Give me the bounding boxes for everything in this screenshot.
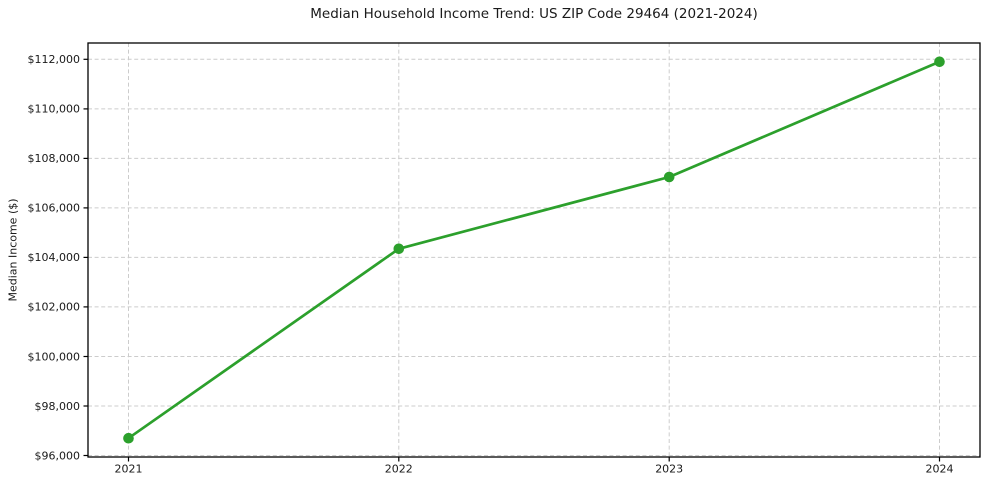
- x-tick-label: 2022: [385, 463, 413, 476]
- y-tick-label: $110,000: [28, 103, 81, 116]
- x-tick-label: 2021: [115, 463, 143, 476]
- data-point-2022: [393, 243, 405, 255]
- data-point-2023: [663, 171, 675, 183]
- y-tick-label: $98,000: [35, 400, 81, 413]
- x-tick-label: 2024: [926, 463, 954, 476]
- y-tick-label: $100,000: [28, 350, 81, 363]
- plot-border: [87, 42, 981, 458]
- y-tick-label: $96,000: [35, 449, 81, 462]
- y-tick-label: $104,000: [28, 251, 81, 264]
- y-tick-label: $112,000: [28, 53, 81, 66]
- data-point-2021: [123, 432, 134, 444]
- data-point-2024: [934, 56, 945, 68]
- chart-title: Median Household Income Trend: US ZIP Co…: [310, 6, 758, 22]
- y-tick-label: $102,000: [28, 301, 81, 314]
- y-tick-label: $106,000: [28, 202, 81, 215]
- x-tick-label: 2023: [655, 463, 683, 476]
- trend-line: [127, 60, 941, 440]
- y-tick-label: $108,000: [28, 152, 81, 165]
